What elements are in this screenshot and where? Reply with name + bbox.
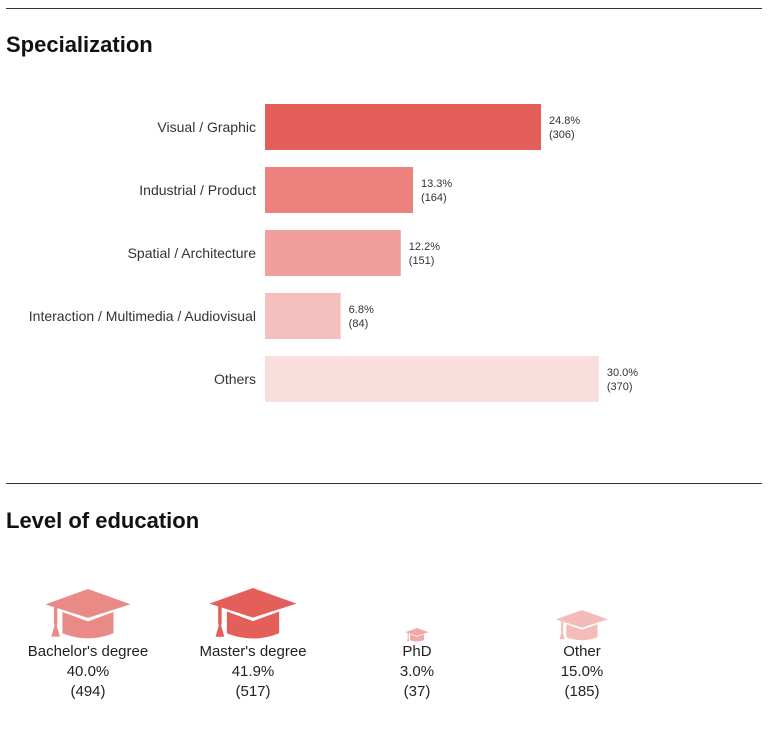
education-title: Level of education xyxy=(6,508,200,533)
category-label: Spatial / Architecture xyxy=(128,245,257,261)
count-label: (306) xyxy=(549,129,575,141)
education-count: (494) xyxy=(70,683,106,700)
category-label: Industrial / Product xyxy=(139,182,256,198)
education-label: Other xyxy=(563,643,601,660)
education-count: (185) xyxy=(564,683,600,700)
education-label: Bachelor's degree xyxy=(27,643,149,660)
graduation-cap-icon xyxy=(209,588,297,639)
value-label: 30.0% xyxy=(607,367,638,379)
education-percent: 41.9% xyxy=(231,663,275,680)
education-breakdown: Bachelor's degree 40.0% (494) Master's d… xyxy=(0,560,768,720)
education-master: Master's degree 41.9% (517) xyxy=(168,560,338,702)
bar xyxy=(265,293,341,339)
education-percent: 3.0% xyxy=(399,663,435,680)
graduation-cap-icon xyxy=(555,609,609,640)
value-label: 13.3% xyxy=(421,178,452,190)
count-label: (151) xyxy=(409,255,435,267)
education-count: (37) xyxy=(403,683,431,700)
count-label: (164) xyxy=(421,192,447,204)
education-percent: 40.0% xyxy=(66,663,110,680)
bar xyxy=(265,167,414,213)
value-label: 24.8% xyxy=(549,115,580,127)
education-label: Master's degree xyxy=(199,643,307,660)
count-label: (370) xyxy=(607,381,633,393)
value-label: 6.8% xyxy=(349,304,374,316)
value-label: 12.2% xyxy=(409,241,440,253)
specialization-chart: Visual / Graphic 24.8% (306) Industrial / P… xyxy=(29,104,638,402)
education-bachelor: Bachelor's degree 40.0% (494) xyxy=(3,560,173,702)
category-label: Others xyxy=(214,371,256,387)
bar xyxy=(265,356,599,402)
education-percent: 15.0% xyxy=(560,663,604,680)
top-divider xyxy=(6,8,762,9)
education-phd: PhD 3.0% (37) xyxy=(332,560,502,702)
bar xyxy=(265,230,401,276)
graduation-cap-icon xyxy=(45,589,131,639)
education-other: Other 15.0% (185) xyxy=(497,560,667,702)
graduation-cap-icon xyxy=(405,627,429,642)
bar xyxy=(265,104,542,150)
category-label: Visual / Graphic xyxy=(157,119,256,135)
middle-divider xyxy=(6,483,762,484)
count-label: (84) xyxy=(349,318,369,330)
specialization-title: Specialization xyxy=(6,32,153,57)
education-count: (517) xyxy=(235,683,271,700)
category-label: Interaction / Multimedia / Audiovisual xyxy=(29,308,256,324)
education-label: PhD xyxy=(402,643,432,660)
